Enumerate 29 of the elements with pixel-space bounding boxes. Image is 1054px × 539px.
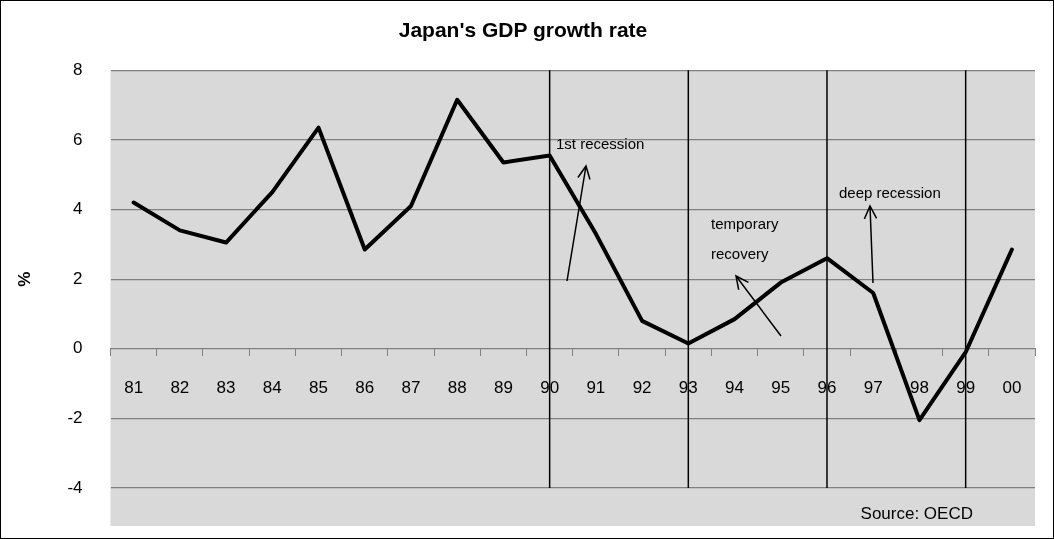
annotation: 1st recession xyxy=(556,134,646,154)
y-tick-label: -2 xyxy=(67,408,83,428)
x-tick-label: 89 xyxy=(493,377,513,397)
chart-title: Japan's GDP growth rate xyxy=(398,18,648,42)
x-tick-label: 95 xyxy=(771,377,791,397)
annotation: temporary recovery xyxy=(711,214,780,264)
y-tick-label: 2 xyxy=(73,268,83,288)
y-tick-label: 6 xyxy=(73,129,83,149)
x-tick-label: 94 xyxy=(725,377,744,397)
annotation: deep recession xyxy=(839,183,942,203)
x-tick-label: 97 xyxy=(863,377,883,397)
y-tick-label: 4 xyxy=(73,199,83,219)
x-tick-label: 81 xyxy=(124,377,144,397)
x-tick-label: 87 xyxy=(401,377,421,397)
x-tick-label: 85 xyxy=(309,377,328,397)
y-tick-label: 0 xyxy=(73,338,83,358)
y-tick-label: -4 xyxy=(67,477,83,497)
x-tick-label: 86 xyxy=(355,377,375,397)
x-tick-label: 00 xyxy=(1002,377,1022,397)
x-tick-label: 98 xyxy=(909,377,929,397)
y-tick-label: 8 xyxy=(73,59,83,79)
source-note: Source: OECD xyxy=(859,503,973,525)
x-tick-label: 92 xyxy=(632,377,652,397)
x-tick-label: 91 xyxy=(586,377,606,397)
y-axis-title: % xyxy=(14,271,34,287)
x-tick-label: 84 xyxy=(262,377,282,397)
x-tick-label: 82 xyxy=(170,377,190,397)
x-tick-label: 83 xyxy=(216,377,236,397)
x-tick-label: 88 xyxy=(447,377,467,397)
